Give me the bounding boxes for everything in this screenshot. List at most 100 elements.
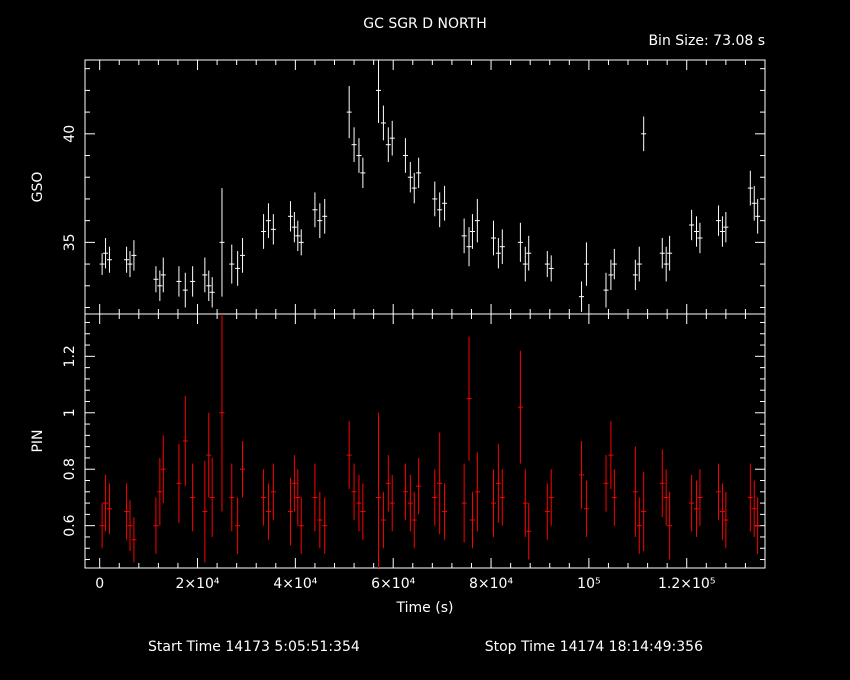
pin-data-point [270,463,276,521]
time-axis-label: Time (s) [396,600,454,616]
pin-data-point [235,497,241,554]
pin-data-point [219,314,225,512]
gso-data-point [206,270,212,301]
gso-data-point [603,272,609,308]
chart-title: GC SGR D NORTH [363,16,487,32]
pin-data-point [474,452,480,532]
pin-data-point [240,441,246,498]
pin-data-point [583,480,589,537]
gso-panel-frame [84,59,766,315]
pin-data-point [287,477,293,546]
pin-data-point [346,421,352,489]
gso-data-point [235,251,241,286]
pin-data-point [747,463,753,532]
gso-data-point [202,257,208,293]
pin-data-point [103,474,109,532]
pin-y-tick-label: 0.6 [62,514,78,536]
gso-data-point [360,157,366,189]
gso-data-point [346,86,352,139]
pin-data-point [99,503,105,549]
pin-data-point [124,483,130,540]
pin-panel-frame [84,313,766,569]
pin-data-point [157,457,163,526]
start-time-label: Start Time 14173 5:05:51:354 [148,639,360,655]
gso-data-point [723,211,729,243]
time-tick-label: 10⁵ [577,576,600,592]
gso-data-point [663,246,669,282]
stop-time-label: Stop Time 14174 18:14:49:356 [485,639,703,655]
gso-data-point [544,251,550,278]
gso-data-point [416,157,422,189]
gso-data-point [127,251,133,278]
gso-data-point [583,242,589,286]
pin-data-point [663,469,669,526]
gso-data-point [755,198,761,234]
gso-data-point [287,201,293,232]
gso-data-point [312,192,318,228]
gso-data-point [240,238,246,273]
pin-data-point [295,469,301,526]
gso-data-point [411,172,417,204]
gso-panel: 35 40 GSO [30,59,766,315]
time-tick-label: 2×10⁴ [175,576,219,592]
pin-data-point [182,395,188,487]
pin-data-point [131,517,137,563]
pin-y-tick-label: 1 [62,408,78,417]
pin-data-point [176,443,182,523]
pin-data-point [522,469,528,537]
pin-data-point [694,480,700,537]
gso-data-point [719,216,725,247]
pin-data-point [265,483,271,540]
gso-data-point [153,266,159,293]
pin-data-point [544,483,550,540]
pin-data-point [312,463,318,532]
gso-data-point [229,244,235,284]
pin-data-point [697,469,703,526]
gso-data-point [160,257,166,293]
pin-data-point [106,483,112,535]
pin-y-tick-label: 1.2 [62,345,78,367]
gso-data-point [190,266,196,297]
gso-data-point [522,246,528,282]
pin-data-point [380,491,386,549]
gso-data-point [548,255,554,282]
gso-data-point [499,229,505,265]
time-tick-labels: 0 2×10⁴ 4×10⁴ 6×10⁴ 8×10⁴ 10⁵ 1.2×10⁵ [95,576,715,592]
gso-data-point [103,238,109,269]
pin-data-point [432,469,438,526]
gso-data-point [667,235,673,271]
gso-data-point [659,238,665,269]
gso-data-point [99,253,105,275]
gso-data-point [176,266,182,297]
gso-data-point [376,60,382,123]
gso-data-point [106,246,112,273]
pin-data-point [579,441,585,509]
pin-data-point [755,497,761,554]
time-tick-label: 0 [95,576,104,592]
gso-data-point [466,227,472,267]
pin-data-point [356,474,362,532]
pin-data-point [351,463,357,521]
gso-data-point [270,214,276,245]
gso-data-point [402,138,408,173]
pin-data-point [389,474,395,532]
gso-data-point [442,185,448,221]
pin-data-point [190,463,196,532]
gso-data-point [747,170,753,206]
gso-data-point [219,188,225,297]
pin-data-point [360,483,366,540]
gso-data-point [608,259,614,291]
gso-data-point [385,127,391,163]
pin-y-tick-label: 0.8 [62,458,78,480]
gso-data-point [474,198,480,243]
pin-data-point [495,443,501,523]
pin-data-point [469,491,475,549]
pin-data-point [229,463,235,532]
pin-data-point [298,497,304,554]
pin-data-point [719,483,725,540]
gso-data-point [298,229,304,256]
pin-data-point [160,435,166,504]
pin-axis-label: PIN [30,429,46,452]
pin-data-points [99,314,761,568]
time-tick-label: 1.2×10⁵ [658,576,715,592]
